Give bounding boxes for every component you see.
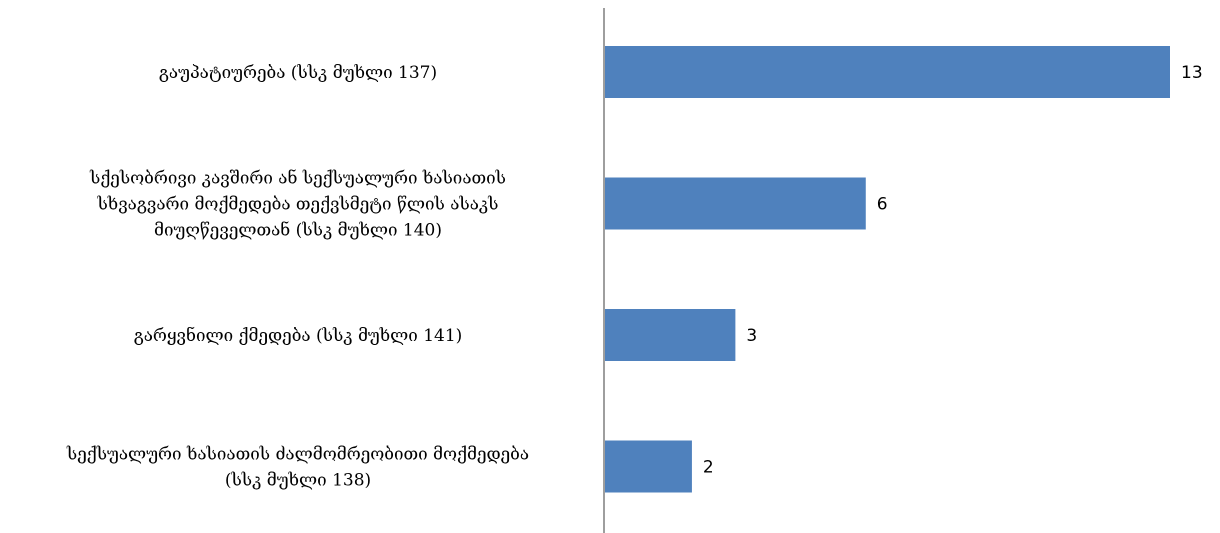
- value-label-2: 6: [877, 195, 888, 215]
- category-label-line: (სსკ მუხლი 138): [225, 471, 371, 491]
- bar-1: [605, 46, 1170, 98]
- bar-2: [605, 177, 866, 230]
- value-label-1: 13: [1181, 63, 1203, 83]
- category-label-2: სქესობრივი კავშირი ან სექსუალური ხასიათი…: [89, 169, 506, 241]
- category-labels-group: გაუპატიურება (სსკ მუხლი 137) სქესობრივი კ…: [66, 63, 529, 491]
- bar-3: [605, 309, 736, 361]
- category-label-line: მიუღწეველთან (სსკ მუხლი 140): [154, 221, 442, 241]
- category-label-3: გარყვნილი ქმედება (სსკ მუხლი 141): [134, 326, 463, 346]
- value-labels-group: 13 6 3 2: [703, 63, 1203, 478]
- bars-group: [605, 46, 1170, 493]
- category-label-1: გაუპატიურება (სსკ მუხლი 137): [159, 63, 437, 83]
- category-label-4: სექსუალური ხასიათის ძალმომრეობითი მოქმედ…: [66, 445, 529, 491]
- category-label-line: გარყვნილი ქმედება (სსკ მუხლი 141): [134, 326, 463, 346]
- category-label-line: სხვაგვარი მოქმედება თექვსმეტი წლის ასაკს: [96, 195, 498, 215]
- category-label-line: სექსუალური ხასიათის ძალმომრეობითი მოქმედ…: [66, 445, 529, 465]
- category-label-line: სქესობრივი კავშირი ან სექსუალური ხასიათი…: [89, 169, 506, 189]
- value-label-4: 2: [703, 458, 714, 478]
- value-label-3: 3: [746, 326, 757, 346]
- bar-4: [605, 440, 692, 493]
- category-label-line: გაუპატიურება (სსკ მუხლი 137): [159, 63, 437, 83]
